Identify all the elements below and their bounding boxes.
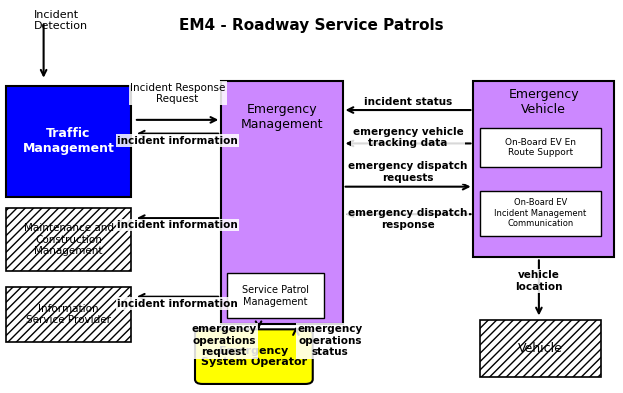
Text: incident information: incident information: [117, 220, 238, 230]
Bar: [227, 273, 324, 318]
Text: Incident Response
Request: Incident Response Request: [130, 83, 226, 104]
Text: emergency
operations
request: emergency operations request: [192, 324, 257, 357]
Bar: [480, 191, 601, 236]
Bar: [6, 287, 131, 342]
Text: vehicle
location: vehicle location: [515, 270, 563, 292]
Text: Service Patrol
Management: Service Patrol Management: [242, 285, 309, 307]
Text: EM4 - Roadway Service Patrols: EM4 - Roadway Service Patrols: [179, 18, 444, 33]
Text: On-Board EV En
Route Support: On-Board EV En Route Support: [505, 138, 576, 157]
Text: Emergency
Management: Emergency Management: [240, 103, 323, 131]
Bar: [6, 86, 131, 196]
Text: Maintenance and
Construction
Management: Maintenance and Construction Management: [24, 223, 113, 256]
Text: emergency vehicle
tracking data: emergency vehicle tracking data: [353, 127, 464, 148]
Text: emergency dispatch
response: emergency dispatch response: [348, 208, 468, 230]
Text: incident information: incident information: [117, 299, 238, 309]
Text: Incident
Detection: Incident Detection: [34, 10, 88, 31]
Text: On-Board EV
Incident Management
Communication: On-Board EV Incident Management Communic…: [494, 198, 587, 228]
Text: incident information: incident information: [117, 136, 238, 145]
FancyBboxPatch shape: [195, 329, 313, 384]
Bar: [480, 128, 601, 167]
Text: emergency
operations
status: emergency operations status: [298, 324, 363, 357]
Text: Information
Service Provider: Information Service Provider: [26, 304, 111, 325]
Bar: [6, 208, 131, 271]
Bar: [221, 81, 343, 324]
Text: Emergency
System Operator: Emergency System Operator: [201, 346, 307, 367]
Bar: [473, 81, 614, 257]
Text: emergency dispatch
requests: emergency dispatch requests: [348, 161, 468, 183]
Text: incident status: incident status: [364, 97, 452, 107]
Text: Emergency
Vehicle: Emergency Vehicle: [508, 88, 579, 116]
Text: Vehicle: Vehicle: [518, 342, 563, 355]
Bar: [480, 320, 601, 377]
Text: Traffic
Management: Traffic Management: [22, 127, 115, 156]
